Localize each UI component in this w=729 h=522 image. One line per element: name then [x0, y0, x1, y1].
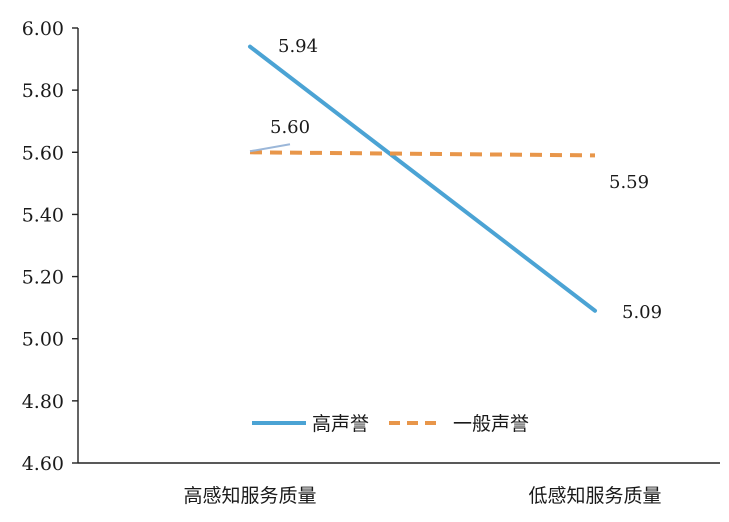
legend: 高声誉 一般声誉: [252, 413, 529, 435]
y-tick-label: 4.60: [22, 453, 64, 475]
x-category-label: 高感知服务质量: [183, 485, 316, 507]
series-lines: [248, 44, 597, 313]
data-label-leader: [249, 143, 291, 153]
series-line-0: [248, 44, 597, 313]
legend-label-0: 高声誉: [312, 413, 369, 435]
y-tick-label: 5.60: [22, 142, 64, 164]
y-tick-label: 6.00: [22, 18, 64, 40]
y-tick-label: 5.40: [22, 204, 64, 226]
series-line-1: [249, 150, 596, 158]
x-category-label: 低感知服务质量: [528, 485, 661, 507]
y-tick-labels: 6.00 5.80 5.60 5.40 5.20 5.00 4.80 4.60: [22, 18, 64, 475]
y-tick-label: 5.20: [22, 267, 64, 289]
data-label: 5.09: [622, 302, 662, 323]
data-label: 5.60: [270, 117, 310, 138]
data-label: 5.94: [278, 36, 318, 57]
y-tick-label: 5.00: [22, 329, 64, 351]
data-labels: 5.94 5.09 5.60 5.59: [270, 36, 662, 323]
legend-label-1: 一般声誉: [453, 413, 529, 435]
y-tick-label: 4.80: [22, 391, 64, 413]
axes: [72, 27, 720, 464]
data-label: 5.59: [609, 172, 649, 193]
x-category-labels: 高感知服务质量 低感知服务质量: [183, 485, 661, 507]
y-tick-label: 5.80: [22, 80, 64, 102]
